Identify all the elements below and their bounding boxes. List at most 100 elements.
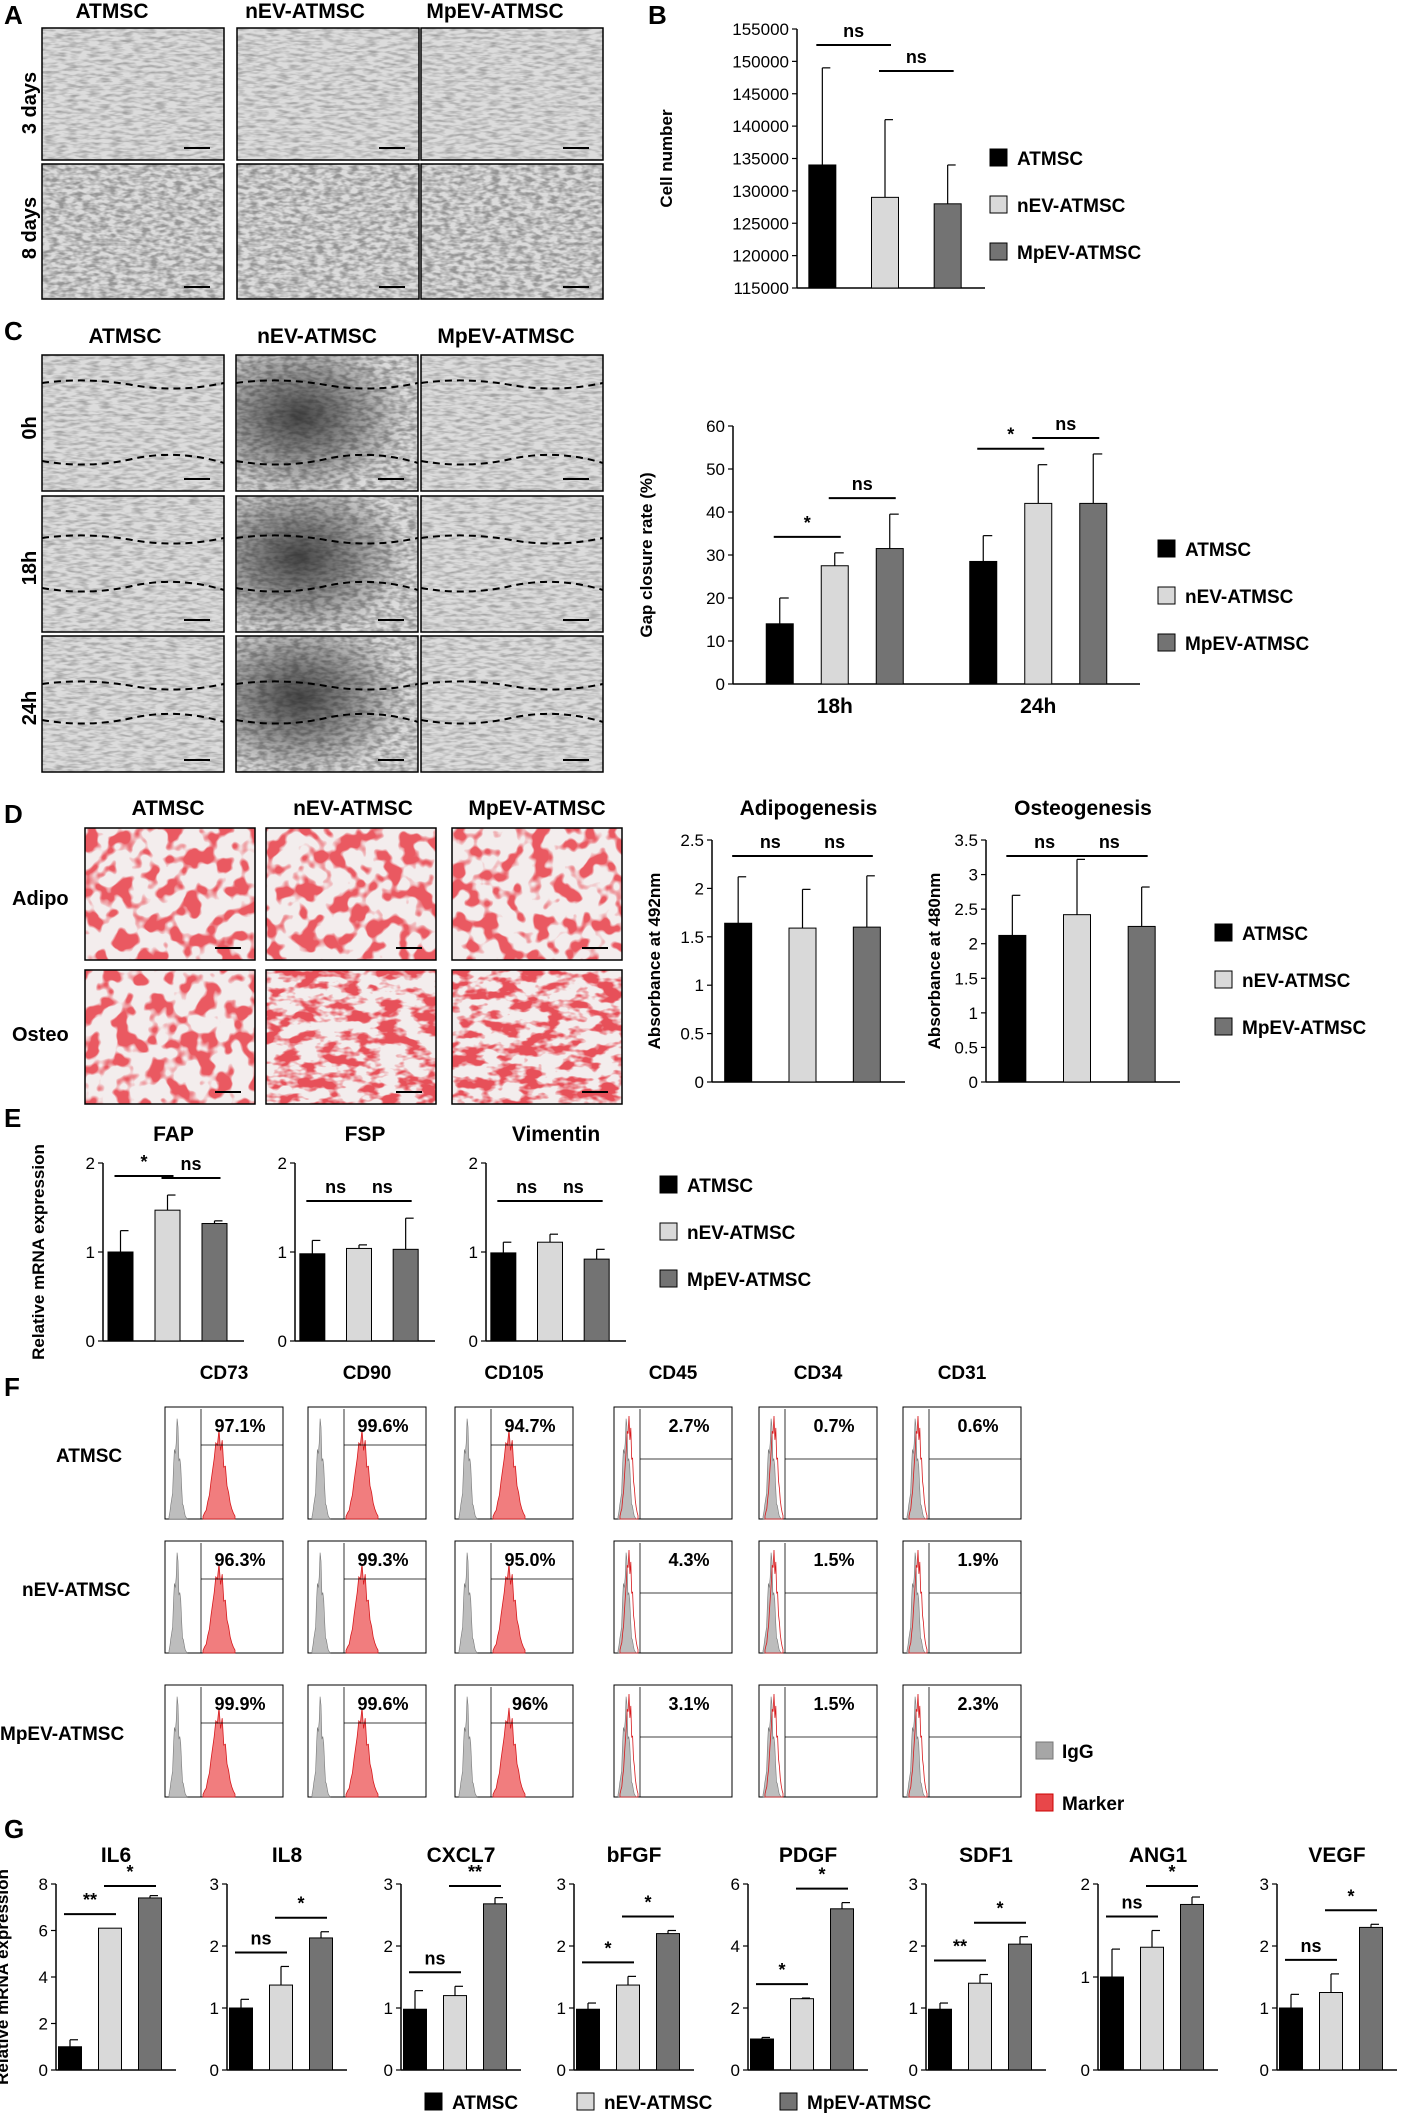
y-tick-label: 1 bbox=[210, 1999, 219, 2018]
significance-label: ns bbox=[1034, 832, 1055, 852]
chart-title: IL8 bbox=[272, 1844, 303, 1867]
y-tick-label: 4 bbox=[39, 1968, 48, 1987]
igg-histogram bbox=[311, 1696, 331, 1798]
flow-row-label-2: MpEV-ATMSC bbox=[0, 1724, 124, 1745]
flow-percent: 1.9% bbox=[957, 1550, 998, 1570]
micrograph-border bbox=[41, 354, 225, 492]
bar bbox=[820, 565, 849, 685]
legend-swatch bbox=[659, 1175, 678, 1194]
micrograph-texture bbox=[85, 970, 255, 1104]
y-tick-label: 0 bbox=[695, 1073, 704, 1092]
igg-histogram bbox=[617, 1696, 637, 1798]
flow-marker-cd31: CD31 bbox=[938, 1363, 987, 1384]
bar bbox=[299, 1253, 326, 1342]
y-tick-label: 130000 bbox=[732, 182, 789, 201]
micrograph-border bbox=[420, 27, 604, 161]
panel-a-image-3days-1 bbox=[236, 27, 420, 161]
flow-marker-cd45: CD45 bbox=[649, 1363, 698, 1384]
chart-title: PDGF bbox=[779, 1844, 838, 1867]
y-tick-label: 150000 bbox=[732, 52, 789, 71]
igg-histogram bbox=[458, 1552, 478, 1654]
panel-a-image-8days-1 bbox=[236, 163, 420, 300]
micrograph-texture bbox=[421, 636, 603, 772]
legend-label: nEV-ATMSC bbox=[1017, 196, 1126, 217]
y-tick-label: 3 bbox=[210, 1875, 219, 1894]
y-tick-label: 2 bbox=[210, 1937, 219, 1956]
y-tick-label: 10 bbox=[706, 632, 725, 651]
y-tick-label: 0 bbox=[1260, 2061, 1269, 2080]
wound-edge-line bbox=[235, 534, 419, 545]
legend-label: nEV-ATMSC bbox=[1242, 971, 1351, 992]
micrograph-texture bbox=[266, 828, 436, 960]
panel-letter-e: E bbox=[4, 1103, 21, 1133]
panel-c-image-r2-c0 bbox=[41, 635, 225, 773]
y-tick-label: 3 bbox=[909, 1875, 918, 1894]
chart-g8: 0 1 2 3 VEGF ns * bbox=[1260, 1844, 1397, 2080]
micrograph-texture bbox=[237, 164, 419, 299]
panel-c-col-mpev: MpEV-ATMSC bbox=[437, 325, 574, 348]
panel-c-image-r0-c2 bbox=[420, 354, 604, 492]
bar bbox=[788, 927, 817, 1083]
panel-d-image-adipo-1 bbox=[265, 827, 437, 961]
bar bbox=[154, 1209, 181, 1342]
significance-label: ** bbox=[468, 1862, 482, 1882]
significance-label: ns bbox=[760, 832, 781, 852]
significance-label: ns bbox=[1121, 1893, 1142, 1913]
y-axis-label: Absorbance at 480nm bbox=[925, 873, 944, 1050]
bar bbox=[443, 1995, 467, 2071]
y-tick-label: 1 bbox=[909, 1999, 918, 2018]
histogram-frame bbox=[613, 1406, 733, 1520]
marker-histogram bbox=[908, 1693, 928, 1798]
panel-c-image-r0-c0 bbox=[41, 354, 225, 492]
wound-edge-line bbox=[235, 580, 419, 593]
bar bbox=[928, 2008, 952, 2071]
y-tick-label: 40 bbox=[706, 503, 725, 522]
panel-letter-a: A bbox=[4, 0, 23, 30]
micrograph-texture bbox=[266, 970, 436, 1104]
legend-swatch bbox=[989, 148, 1008, 167]
chart-title: bFGF bbox=[607, 1844, 662, 1867]
chart-title: IL6 bbox=[101, 1844, 131, 1867]
y-tick-label: 2 bbox=[969, 935, 978, 954]
y-tick-label: 30 bbox=[706, 546, 725, 565]
igg-histogram bbox=[168, 1696, 188, 1798]
flow-percent: 97.1% bbox=[214, 1416, 265, 1436]
flow-percent: 99.6% bbox=[357, 1694, 408, 1714]
flow-marker-cd34: CD34 bbox=[794, 1363, 843, 1384]
y-tick-label: 1.5 bbox=[680, 928, 704, 947]
panel-a-col-atmsc: ATMSC bbox=[75, 0, 148, 23]
y-tick-label: 2 bbox=[39, 2015, 48, 2034]
y-tick-label: 4 bbox=[731, 1937, 740, 1956]
micrograph-border bbox=[420, 635, 604, 773]
legend-label: MpEV-ATMSC bbox=[1242, 1018, 1366, 1039]
y-tick-label: 0.5 bbox=[954, 1038, 978, 1057]
legend-label-atmsc: ATMSC bbox=[452, 2093, 518, 2114]
y-tick-label: 2 bbox=[469, 1154, 478, 1173]
y-tick-label: 2 bbox=[1081, 1875, 1090, 1894]
panel-d-row-adipo: Adipo bbox=[12, 888, 69, 910]
bar bbox=[852, 926, 881, 1083]
y-tick-label: 0 bbox=[39, 2061, 48, 2080]
wound-edge-line bbox=[235, 379, 419, 390]
chart-title: CXCL7 bbox=[427, 1844, 496, 1867]
significance-label: ** bbox=[953, 1937, 967, 1957]
significance-label: * bbox=[1168, 1862, 1175, 1882]
legend-swatch-marker bbox=[1035, 1793, 1054, 1812]
flow-histogram-cd45-0: 2.7% bbox=[613, 1406, 733, 1520]
micrograph-border bbox=[451, 827, 623, 961]
micrograph-texture bbox=[42, 355, 224, 491]
bar bbox=[490, 1252, 517, 1342]
marker-histogram bbox=[764, 1549, 784, 1654]
y-tick-label: 0 bbox=[1081, 2061, 1090, 2080]
legend-label: ATMSC bbox=[687, 1176, 753, 1197]
y-tick-label: 1 bbox=[969, 1004, 978, 1023]
legend-label: ATMSC bbox=[1242, 924, 1308, 945]
panel-d-image-adipo-2 bbox=[451, 827, 623, 961]
y-tick-label: 60 bbox=[706, 417, 725, 436]
bar bbox=[346, 1247, 372, 1342]
panel-a-image-8days-2 bbox=[420, 163, 604, 300]
y-axis-label: Relative mRNA expression bbox=[0, 1869, 12, 2085]
legend-label-mpev: MpEV-ATMSC bbox=[807, 2093, 931, 2114]
chart-e2: 0 1 2 FSP ns ns bbox=[278, 1123, 435, 1351]
